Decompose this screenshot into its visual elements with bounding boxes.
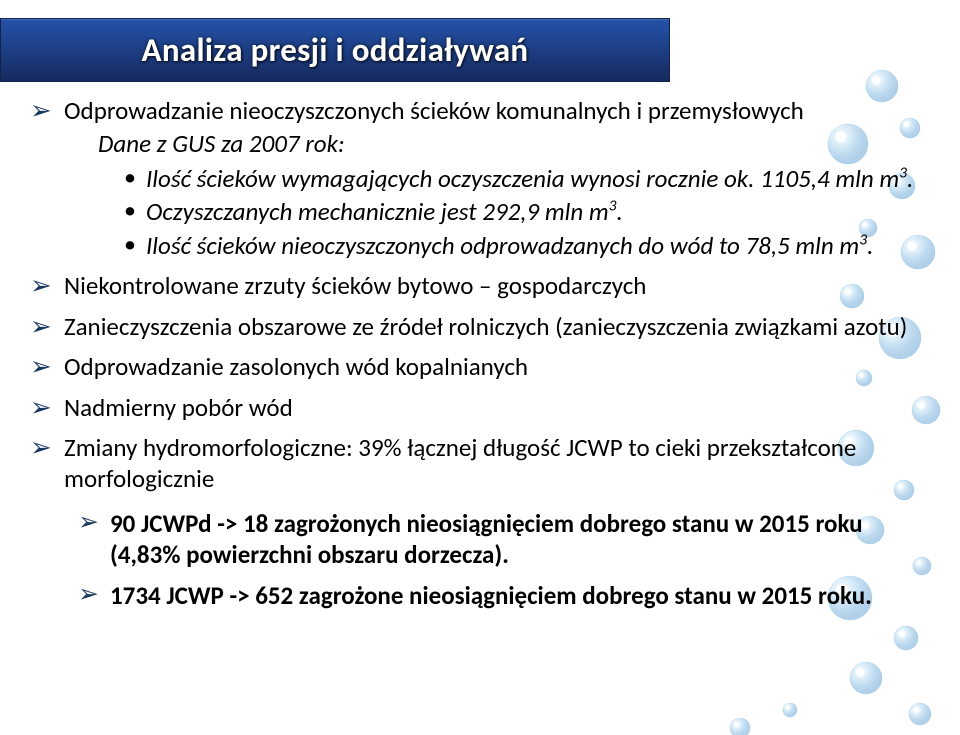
sup-3: 3 — [859, 230, 867, 249]
dot-3: Ilość ścieków nieoczyszczonych odprowadz… — [124, 230, 922, 262]
page-title: Analiza presji i oddziaływań — [142, 30, 529, 70]
dot-3-text: Ilość ścieków nieoczyszczonych odprowadz… — [146, 230, 859, 261]
bullet-uncontrolled-discharges: Niekontrolowane zrzuty ścieków bytowo – … — [30, 271, 922, 302]
inner-bullet-jcwp: 1734 JCWP -> 652 zagrożone nieosiągnięci… — [78, 580, 922, 611]
bullet-text: Odprowadzanie nieoczyszczonych ścieków k… — [64, 95, 804, 126]
dot-3-tail: . — [867, 230, 873, 261]
dot-2-text: Oczyszczanych mechanicznie jest 292,9 ml… — [146, 196, 609, 227]
bullet-hydromorphological: Zmiany hydromorfologiczne: 39% łącznej d… — [30, 433, 922, 494]
bullet-agricultural-pollution: Zanieczyszczenia obszarowe ze źródeł rol… — [30, 312, 922, 343]
bullet-sewage-discharge: Odprowadzanie nieoczyszczonych ścieków k… — [30, 96, 922, 261]
title-bar: Analiza presji i oddziaływań — [0, 18, 670, 82]
dot-1-tail: . — [907, 163, 913, 194]
sup-3: 3 — [609, 197, 617, 216]
dot-1-text: Ilość ścieków wymagających oczyszczenia … — [146, 163, 899, 194]
dot-2: Oczyszczanych mechanicznie jest 292,9 ml… — [124, 196, 922, 228]
bullet-overextraction: Nadmierny pobór wód — [30, 393, 922, 424]
gus-subtitle: Dane z GUS za 2007 rok: — [98, 129, 922, 159]
bullet-mine-water: Odprowadzanie zasolonych wód kopalnianyc… — [30, 352, 922, 383]
dot-2-tail: . — [617, 196, 623, 227]
sup-3: 3 — [899, 163, 907, 182]
inner-bullet-jcwpd: 90 JCWPd -> 18 zagrożonych nieosiągnięci… — [78, 508, 922, 570]
slide-content: Odprowadzanie nieoczyszczonych ścieków k… — [0, 82, 960, 611]
dot-1: Ilość ścieków wymagających oczyszczenia … — [124, 163, 922, 195]
